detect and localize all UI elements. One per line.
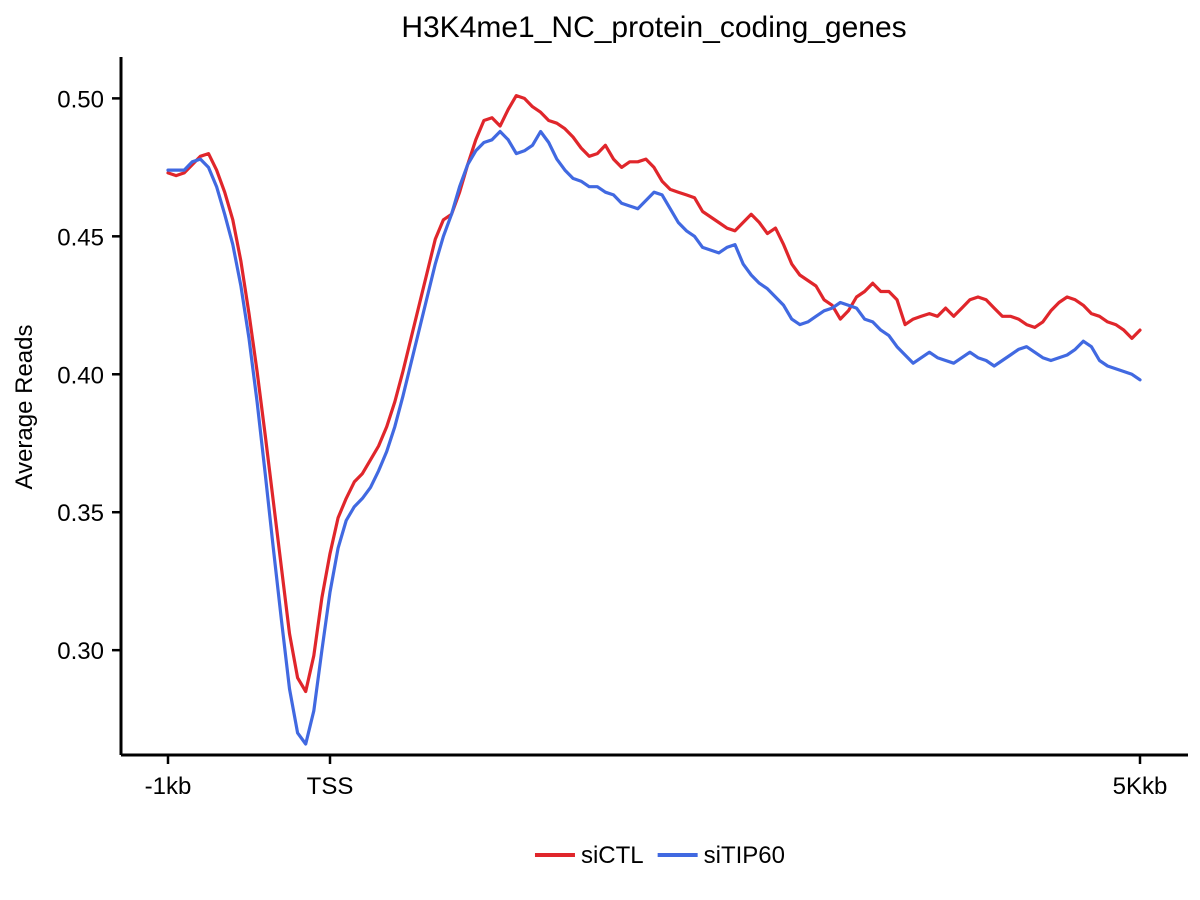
y-tick-label: 0.30 — [57, 638, 104, 665]
x-tick-label: 5Kkb — [1113, 773, 1168, 800]
y-tick-label: 0.40 — [57, 362, 104, 389]
y-axis-ticks: 0.30 0.35 0.40 0.45 0.50 — [57, 86, 121, 665]
plot-series — [166, 94, 1142, 746]
x-tick-label: -1kb — [145, 773, 192, 800]
legend-label: siCTL — [581, 842, 644, 869]
legend: siCTL siTIP60 — [534, 842, 785, 869]
legend-item-sitip60: siTIP60 — [657, 842, 785, 869]
legend-label: siTIP60 — [704, 842, 785, 869]
x-axis-ticks: -1kb TSS 5Kkb — [145, 755, 1168, 800]
x-tick-label: TSS — [307, 773, 354, 800]
series-line-sictl — [166, 94, 1142, 694]
series-line-sitip60 — [166, 129, 1142, 746]
y-tick-label: 0.45 — [57, 224, 104, 251]
y-tick-label: 0.35 — [57, 500, 104, 527]
y-axis-title: Average Reads — [11, 325, 38, 490]
chart-title: H3K4me1_NC_protein_coding_genes — [401, 11, 906, 44]
legend-item-sictl: siCTL — [534, 842, 644, 869]
y-tick-label: 0.50 — [57, 86, 104, 113]
